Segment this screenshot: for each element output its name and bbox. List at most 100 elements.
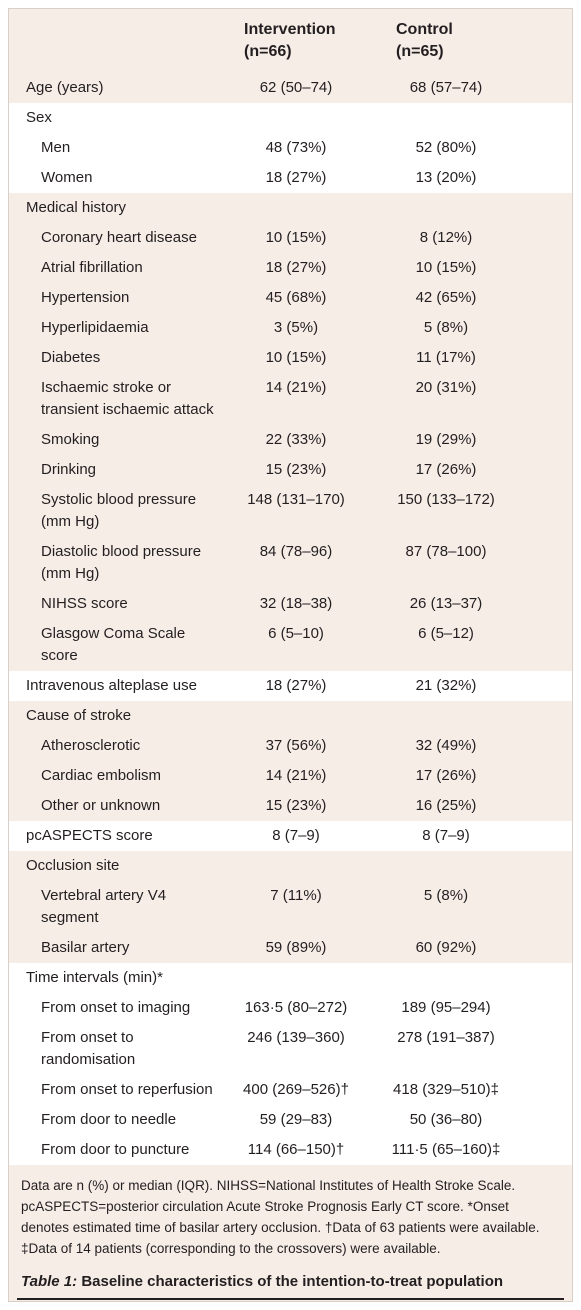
row-label: Cardiac embolism (41, 767, 162, 784)
section-heading: Medical history (26, 199, 127, 216)
row-label: Atherosclerotic (41, 737, 141, 754)
intervention-value: 8 (7–9) (229, 821, 363, 851)
intervention-value: 18 (27%) (265, 259, 327, 276)
intervention-value: 163·5 (80–272) (229, 993, 363, 1023)
row-label: Women (9, 163, 229, 193)
table-row: Glasgow Coma Scale score 6 (5–10) 6 (5–12) (9, 619, 572, 671)
intervention-value: 10 (15%) (265, 349, 327, 366)
section-heading: Occlusion site (26, 857, 120, 874)
control-value: 87 (78–100) (405, 543, 487, 560)
section-heading-row: Occlusion site (9, 851, 572, 881)
intervention-value: 400 (269–526)† (229, 1075, 363, 1105)
control-value: 5 (8%) (423, 319, 469, 336)
row-label: Men (9, 133, 229, 163)
intervention-value: 246 (139–360) (229, 1023, 363, 1075)
control-value: 278 (191–387) (363, 1023, 572, 1075)
control-value: 17 (26%) (415, 767, 477, 784)
row-label: Systolic blood pressure (mm Hg) (41, 491, 197, 530)
table-row: Basilar artery 59 (89%) 60 (92%) (9, 933, 572, 963)
control-value: 8 (12%) (419, 229, 473, 246)
row-label: Basilar artery (41, 939, 130, 956)
table-row: Drinking 15 (23%) 17 (26%) (9, 455, 572, 485)
intervention-value: 22 (33%) (265, 431, 327, 448)
table-row: From door to puncture 114 (66–150)† 111·5 … (9, 1135, 572, 1165)
control-value: 111·5 (65–160)‡ (363, 1135, 572, 1165)
table-row: Smoking 22 (33%) 19 (29%) (9, 425, 572, 455)
control-value: 68 (57–74) (409, 79, 483, 96)
table-body: Age (years) 62 (50–74) 68 (57–74) Sex Men 48 … (9, 73, 572, 1165)
table-row: Systolic blood pressure (mm Hg) 148 (131–… (9, 485, 572, 537)
intervention-value: 15 (23%) (265, 461, 327, 478)
control-value: 21 (32%) (363, 671, 572, 701)
section-heading: Cause of stroke (26, 707, 132, 724)
intervention-value: 18 (27%) (229, 163, 363, 193)
section-heading-row: Cause of stroke (9, 701, 572, 731)
intervention-value: 15 (23%) (265, 797, 327, 814)
table-row: Age (years) 62 (50–74) 68 (57–74) (9, 73, 572, 103)
caption-text: Baseline characteristics of the intentio… (81, 1273, 504, 1290)
intervention-value: 18 (27%) (229, 671, 363, 701)
header-text: Intervention (244, 21, 336, 38)
control-value: 150 (133–172) (397, 491, 495, 508)
section-heading-row: Sex (9, 103, 572, 133)
row-label: Glasgow Coma Scale score (41, 625, 186, 664)
control-value: 52 (80%) (363, 133, 572, 163)
caption: Table 1: Baseline characteristics of the… (17, 1267, 564, 1300)
control-value: 13 (20%) (363, 163, 572, 193)
table-row: Diabetes 10 (15%) 11 (17%) (9, 343, 572, 373)
row-label: pcASPECTS score (9, 821, 229, 851)
row-label: Age (years) (26, 79, 104, 96)
control-value: 189 (95–294) (363, 993, 572, 1023)
table-row: Ischaemic stroke or transient ischaemic … (9, 373, 572, 425)
table-row: pcASPECTS score 8 (7–9) 8 (7–9) (9, 821, 572, 851)
row-label: NIHSS score (41, 595, 128, 612)
control-value: 10 (15%) (415, 259, 477, 276)
row-label: Other or unknown (41, 797, 161, 814)
row-label: Smoking (41, 431, 100, 448)
table-row: From door to needle 59 (29–83) 50 (36–80) (9, 1105, 572, 1135)
header-text: (n=65) (396, 43, 444, 60)
footnote: Data are n (%) or median (IQR). NIHSS=Na… (21, 1178, 540, 1256)
table-row: Atherosclerotic 37 (56%) 32 (49%) (9, 731, 572, 761)
intervention-value: 48 (73%) (229, 133, 363, 163)
control-value: 20 (31%) (415, 379, 477, 396)
table: Intervention (n=66) Control (n=65) Age (ye… (9, 9, 572, 1165)
table-row: Cardiac embolism 14 (21%) 17 (26%) (9, 761, 572, 791)
table-row: NIHSS score 32 (18–38) 26 (13–37) (9, 589, 572, 619)
control-value: 6 (5–12) (418, 625, 474, 642)
row-label: Hyperlipidaemia (41, 319, 149, 336)
row-label: Diabetes (41, 349, 101, 366)
header-text: Control (396, 21, 453, 38)
intervention-value: 14 (21%) (265, 379, 327, 396)
caption-label: Table 1: (21, 1273, 78, 1290)
table-row: Atrial fibrillation 18 (27%) 10 (15%) (9, 253, 572, 283)
intervention-value: 14 (21%) (265, 767, 327, 784)
control-value: 11 (17%) (416, 349, 476, 366)
intervention-value: 32 (18–38) (259, 595, 333, 612)
row-label: Ischaemic stroke or transient ischaemic … (41, 379, 214, 418)
table-row: Hyperlipidaemia 3 (5%) 5 (8%) (9, 313, 572, 343)
control-value: 5 (8%) (423, 887, 469, 904)
table-header: Intervention (n=66) Control (n=65) (9, 9, 572, 73)
table-row: From onset to imaging 163·5 (80–272) 189 (… (9, 993, 572, 1023)
row-label: Atrial fibrillation (41, 259, 143, 276)
table-row: Men 48 (73%) 52 (80%) (9, 133, 572, 163)
intervention-value: 59 (89%) (265, 939, 327, 956)
header-text: (n=66) (244, 43, 292, 60)
table-row: Hypertension 45 (68%) 42 (65%) (9, 283, 572, 313)
row-label: Coronary heart disease (41, 229, 197, 246)
row-label: Hypertension (41, 289, 130, 306)
control-value: 60 (92%) (415, 939, 477, 956)
table-panel: Intervention (n=66) Control (n=65) Age (ye… (8, 8, 573, 1302)
table-row: Intravenous alteplase use 18 (27%) 21 (32%… (9, 671, 572, 701)
table-row: Coronary heart disease 10 (15%) 8 (12%) (9, 223, 572, 253)
control-value: 418 (329–510)‡ (363, 1075, 572, 1105)
intervention-value: 62 (50–74) (259, 79, 333, 96)
row-label: From door to needle (9, 1105, 229, 1135)
row-label: Vertebral artery V4 segment (41, 887, 167, 926)
control-value: 42 (65%) (415, 289, 477, 306)
table-row: From onset to randomisation 246 (139–360)… (9, 1023, 572, 1075)
intervention-value: 45 (68%) (265, 289, 327, 306)
section-heading: Time intervals (min)* (9, 963, 572, 993)
